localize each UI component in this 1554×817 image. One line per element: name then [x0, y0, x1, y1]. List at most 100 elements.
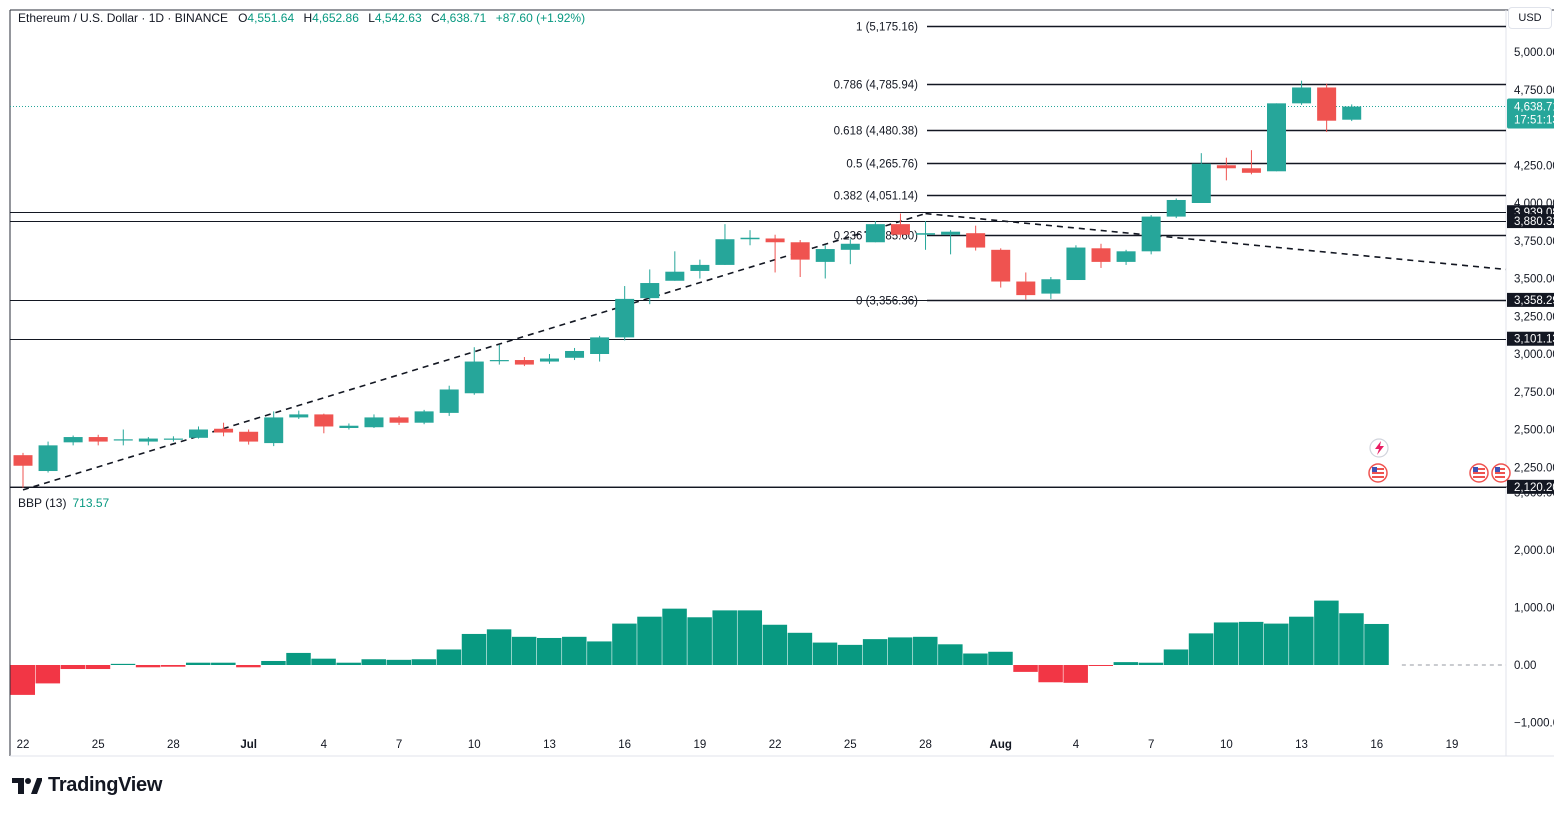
candle: [640, 269, 660, 305]
bbp-bar: [1339, 613, 1364, 665]
candle-body: [865, 224, 885, 243]
bbp-bar: [35, 665, 61, 684]
time-tick-label: 19: [693, 739, 706, 751]
candle-body: [314, 414, 334, 427]
fib-level-label: 0.618 (4,480.38): [834, 126, 919, 138]
bbp-tick-label: 0.00: [1514, 660, 1536, 672]
candle: [439, 385, 459, 416]
candle: [790, 239, 810, 277]
bbp-bar: [787, 632, 813, 665]
price-tag-box: [1507, 214, 1554, 229]
high-label: H: [303, 11, 313, 25]
time-tick-label: 25: [844, 739, 857, 751]
bbp-bar: [486, 629, 512, 665]
time-tick-label: 22: [769, 739, 782, 751]
currency-button[interactable]: USD: [1508, 7, 1552, 29]
indicator-legend[interactable]: BBP (13) 713.57: [18, 496, 109, 510]
bbp-bar: [311, 658, 336, 665]
bbp-bar: [185, 662, 211, 665]
bbp-bar: [562, 636, 587, 665]
bbp-bar: [1264, 623, 1289, 665]
bbp-bar: [1163, 649, 1189, 665]
bbp-bar: [938, 644, 963, 665]
trendlines[interactable]: [22, 212, 1507, 491]
candle-body: [565, 350, 585, 358]
time-axis[interactable]: 22 25 28 Jul 4 7 10 13 16 19 22 25 28 Aug 4 7 10 13 16 19: [17, 739, 1459, 751]
bbp-bar: [762, 624, 788, 665]
tradingview-logo[interactable]: TradingView: [12, 774, 162, 797]
candle-body: [640, 283, 660, 299]
bbp-tick-label: −1,000.00: [1514, 718, 1554, 730]
event-markers[interactable]: [1368, 438, 1511, 483]
candle-body: [289, 414, 309, 418]
current-price-label: 4,638.71: [1514, 102, 1554, 114]
candle-body: [113, 439, 133, 441]
us-flag-icon[interactable]: [1368, 463, 1388, 483]
candle-body: [514, 360, 534, 365]
bbp-bar: [511, 636, 537, 665]
bbp-axis[interactable]: 3,000.002,000.001,000.000.00−1,000.00: [1514, 488, 1554, 730]
bbp-bar: [286, 652, 311, 665]
candle: [966, 225, 986, 251]
candle-body: [790, 242, 810, 260]
candle: [389, 415, 409, 425]
candle-body: [539, 358, 559, 362]
candle-body: [840, 243, 860, 250]
time-tick-label: 28: [167, 739, 180, 751]
bbp-tick-label: 1,000.00: [1514, 603, 1554, 615]
candle: [991, 248, 1011, 288]
symbol-legend[interactable]: Ethereum / U.S. Dollar · 1D · BINANCE O4…: [18, 11, 591, 25]
us-flag-icon[interactable]: [1469, 463, 1489, 483]
price-tag: 3,101.13: [1507, 331, 1554, 346]
bbp-bar: [160, 665, 186, 667]
candle-body: [63, 437, 83, 443]
bbp-bar: [1138, 662, 1164, 665]
candle-body: [991, 249, 1011, 282]
candle-body: [740, 237, 760, 240]
candle: [1342, 104, 1362, 122]
candle-body: [1091, 248, 1111, 262]
candle-body: [264, 417, 284, 444]
bbp-bar: [1289, 616, 1314, 665]
bbp-bar: [1238, 621, 1264, 665]
candle: [1016, 272, 1036, 300]
time-tick-label: 19: [1446, 739, 1459, 751]
bbp-bar: [135, 665, 161, 668]
bbp-bar: [887, 637, 913, 665]
candle-body: [665, 271, 685, 281]
trendline-down[interactable]: [925, 212, 1507, 271]
candle: [715, 224, 735, 265]
candle: [188, 426, 208, 439]
bbp-histogram: [10, 600, 1389, 695]
bbp-bar: [963, 653, 988, 665]
indicator-name[interactable]: BBP (13): [18, 496, 67, 510]
price-axis[interactable]: 5,000.004,750.004,250.004,000.003,750.00…: [1514, 47, 1554, 474]
candle-body: [1191, 163, 1211, 203]
candle: [1166, 198, 1186, 219]
bbp-bar: [837, 644, 863, 665]
candle: [1216, 157, 1236, 181]
candle: [916, 221, 936, 250]
price-tick-label: 2,250.00: [1514, 462, 1554, 474]
symbol-title[interactable]: Ethereum / U.S. Dollar · 1D · BINANCE: [18, 11, 229, 25]
candle-body: [1241, 168, 1261, 173]
candle: [615, 286, 635, 341]
fibonacci-retracement[interactable]: 1 (5,175.16) 0.786 (4,785.94) 0.618 (4,480…: [834, 22, 1506, 308]
low-value: 4,542.63: [374, 11, 422, 25]
bbp-bar: [712, 610, 737, 665]
brand-name: TradingView: [48, 774, 163, 796]
bbp-bar: [587, 641, 612, 665]
candle: [765, 234, 785, 273]
candle-body: [339, 425, 359, 428]
bbp-bar: [1364, 623, 1389, 665]
candle: [815, 245, 835, 279]
events-bolt-icon[interactable]: [1369, 438, 1389, 458]
us-flag-icon[interactable]: [1491, 463, 1511, 483]
horizontal-lines[interactable]: [10, 212, 1506, 488]
candle-body: [1292, 87, 1312, 104]
current-price-tag: 4,638.7117:51:13: [1507, 98, 1554, 129]
bbp-bar: [60, 665, 86, 670]
price-tag-box: [1507, 331, 1554, 346]
price-tag: 3,880.32: [1507, 214, 1554, 229]
